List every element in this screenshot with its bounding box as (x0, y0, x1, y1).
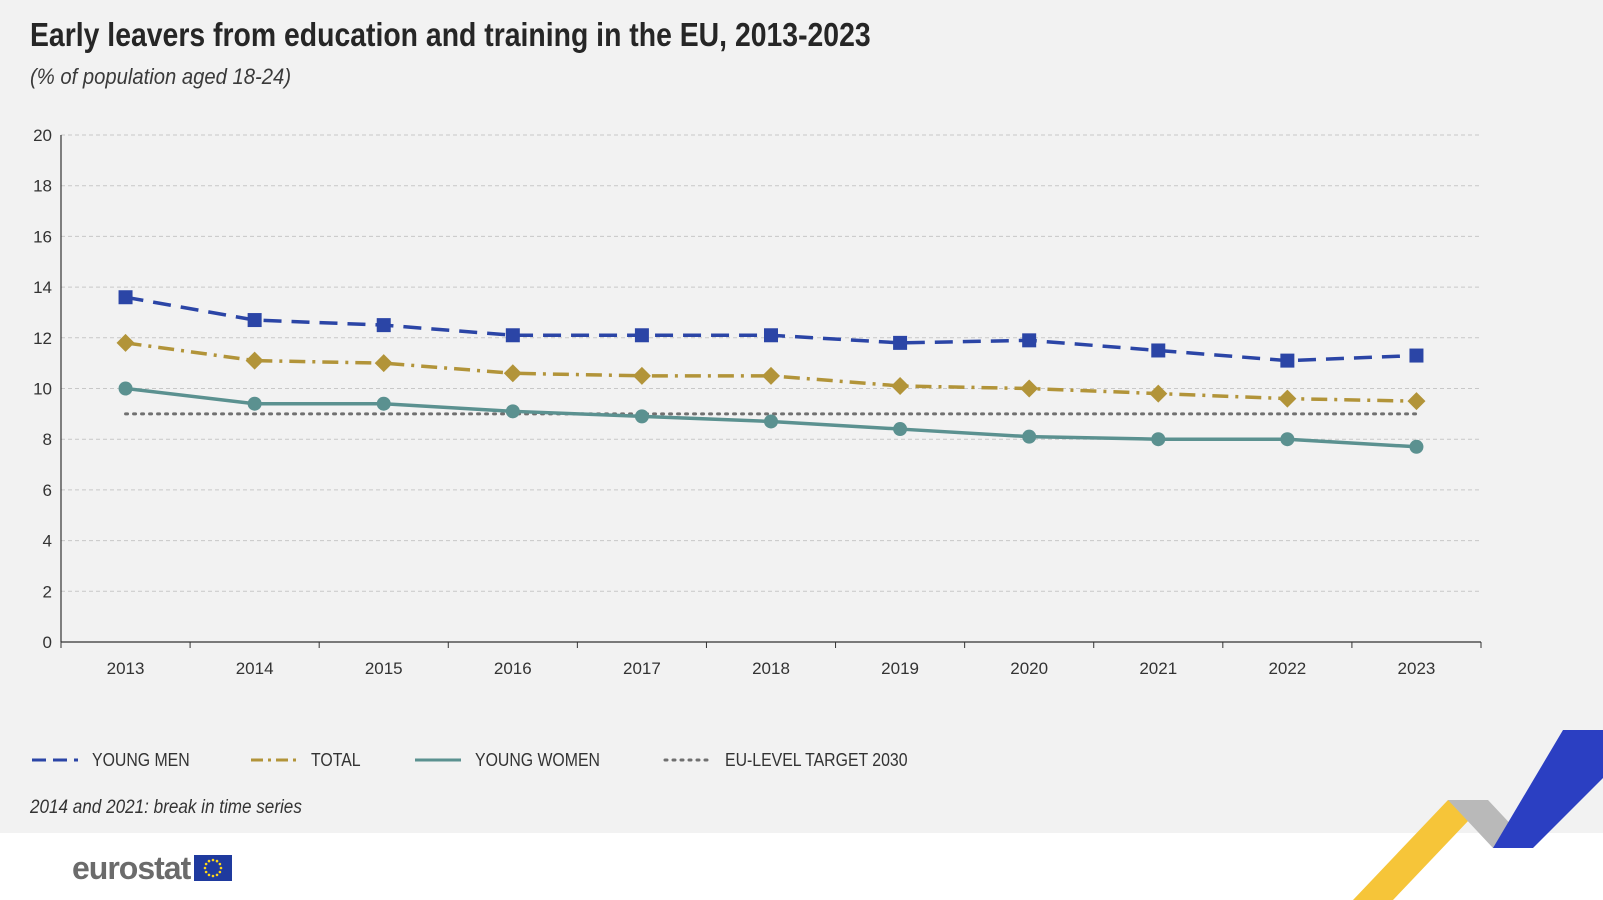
eurostat-logo: eurostat (72, 848, 233, 888)
data-point-total (1149, 384, 1168, 403)
chart-panel (0, 0, 1603, 833)
data-point-young-men (893, 335, 908, 350)
x-tick-label: 2018 (752, 659, 790, 678)
legend-item: YOUNG MEN (30, 750, 203, 771)
legend-label: EU-LEVEL TARGET 2030 (725, 749, 908, 770)
decorative-chevrons (1353, 730, 1603, 900)
data-point-young-women (118, 381, 133, 396)
data-point-young-women (893, 422, 908, 437)
legend-swatch (663, 758, 713, 762)
y-tick-label: 0 (43, 633, 52, 652)
y-tick-label: 20 (33, 126, 52, 145)
legend-item: TOTAL (249, 750, 367, 771)
y-tick-label: 10 (33, 380, 52, 399)
line-chart: 0 2 4 6 8 10 12 14 16 18 20 2013 2014 2015 2016 2017 201… (33, 126, 1482, 678)
data-point-young-men (376, 318, 391, 333)
data-point-young-women (376, 396, 391, 411)
data-point-total (245, 351, 264, 370)
legend-item: EU-LEVEL TARGET 2030 (663, 750, 932, 771)
chart-subtitle: (% of population aged 18-24) (30, 64, 292, 89)
data-point-total (503, 364, 522, 383)
x-tick-label: 2013 (107, 659, 145, 678)
data-point-total (1278, 389, 1297, 408)
data-point-young-men (764, 328, 778, 343)
data-point-young-women (764, 414, 778, 429)
chart-legend: YOUNG MEN TOTAL YOUNG WOMEN EU-LEVEL TARGET… (30, 740, 979, 780)
data-point-young-men (1151, 343, 1166, 358)
data-point-total (116, 333, 135, 352)
y-tick-label: 2 (43, 582, 52, 601)
x-tick-label: 2022 (1268, 659, 1306, 678)
x-tick-label: 2019 (881, 659, 919, 678)
x-tick-label: 2015 (365, 659, 403, 678)
y-tick-label: 18 (33, 177, 52, 196)
y-tick-label: 4 (43, 532, 52, 551)
data-point-total (632, 366, 651, 385)
data-point-total (1020, 379, 1039, 398)
x-tick-label: 2020 (1010, 659, 1048, 678)
y-tick-label: 12 (33, 329, 52, 348)
data-point-young-men (1280, 353, 1295, 368)
data-point-young-men (634, 328, 649, 343)
x-tick-label: 2021 (1139, 659, 1177, 678)
legend-label: YOUNG WOMEN (475, 749, 601, 770)
data-point-young-men (505, 328, 520, 343)
data-point-young-men (1022, 333, 1037, 348)
y-tick-label: 14 (33, 278, 52, 297)
x-tick-label: 2014 (236, 659, 274, 678)
x-tick-label: 2017 (623, 659, 661, 678)
legend-swatch (415, 758, 462, 762)
legend-swatch (32, 758, 78, 762)
y-tick-label: 16 (33, 227, 52, 246)
eu-flag-icon (194, 855, 233, 881)
data-point-young-men (118, 290, 133, 305)
x-tick-label: 2016 (494, 659, 532, 678)
x-tick-label: 2023 (1398, 659, 1436, 678)
data-point-young-women (505, 404, 520, 419)
logo-wordmark: eurostat (72, 849, 191, 886)
data-point-young-women (634, 409, 649, 424)
data-point-young-men (1409, 348, 1424, 363)
footnote: 2014 and 2021: break in time series (30, 797, 302, 818)
data-point-young-men (247, 313, 262, 328)
data-point-total (374, 354, 393, 373)
chart-title: Early leavers from education and trainin… (30, 16, 871, 53)
data-point-young-women (247, 396, 262, 411)
data-point-young-women (1409, 439, 1424, 454)
y-tick-label: 6 (43, 481, 52, 500)
data-point-young-women (1022, 429, 1037, 444)
legend-item: YOUNG WOMEN (413, 750, 617, 771)
legend-swatch (251, 758, 298, 762)
y-tick-label: 8 (43, 430, 52, 449)
data-point-total (891, 376, 910, 395)
data-point-young-women (1151, 432, 1166, 447)
data-point-total (1407, 392, 1426, 411)
data-point-total (762, 366, 780, 385)
legend-label: YOUNG MEN (92, 749, 190, 770)
data-point-young-women (1280, 432, 1295, 447)
legend-label: TOTAL (311, 749, 361, 770)
